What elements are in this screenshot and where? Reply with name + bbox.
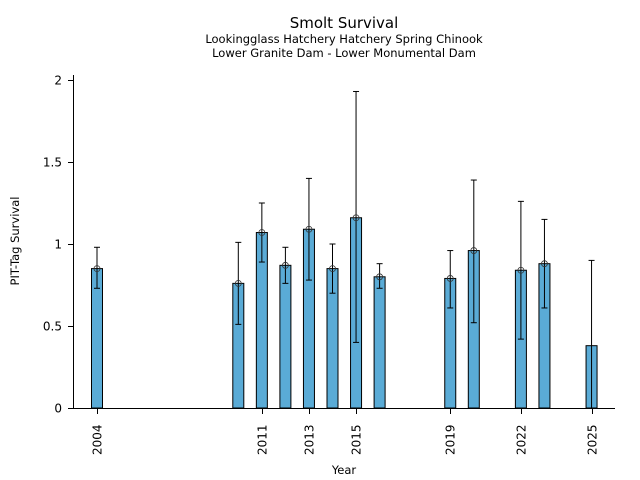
x-tick-label-2011: 2011 bbox=[256, 424, 270, 455]
y-axis-label: PIT-Tag Survival bbox=[8, 197, 22, 286]
y-tick-label-1.5: 1.5 bbox=[43, 156, 62, 170]
point-marker-2019 bbox=[446, 275, 454, 282]
x-tick-label-2013: 2013 bbox=[303, 424, 317, 455]
x-ticks-group: 2004 2011 2013 2015 2019 2022 2025 bbox=[91, 408, 600, 455]
error-bars-group bbox=[93, 90, 595, 408]
point-marker-2012 bbox=[281, 261, 289, 269]
point-marker-2010 bbox=[234, 279, 242, 287]
y-tick-label-0: 0 bbox=[54, 402, 62, 416]
x-tick-label-2025: 2025 bbox=[586, 424, 600, 455]
y-tick-label-1: 1 bbox=[54, 238, 62, 252]
point-marker-2023 bbox=[541, 260, 548, 268]
point-marker-2013 bbox=[305, 225, 313, 233]
x-axis-label: Year bbox=[331, 463, 357, 477]
point-marker-2004 bbox=[93, 265, 101, 273]
x-tick-label-2022: 2022 bbox=[515, 424, 529, 455]
bar-2012 bbox=[279, 264, 292, 409]
chart-subtitle-line-1: Lookingglass Hatchery Hatchery Spring Ch… bbox=[205, 32, 483, 46]
x-tick-label-2015: 2015 bbox=[350, 424, 364, 455]
chart-title: Smolt Survival bbox=[290, 14, 399, 32]
y-tick-label-0.5: 0.5 bbox=[43, 320, 62, 334]
x-tick-label-2004: 2004 bbox=[91, 424, 105, 455]
bar-2004 bbox=[91, 268, 103, 409]
point-marker-2011 bbox=[258, 229, 266, 236]
bar-2016 bbox=[373, 276, 386, 409]
point-marker-2016 bbox=[376, 273, 384, 281]
x-tick-label-2019: 2019 bbox=[444, 424, 458, 455]
point-marker-2014 bbox=[329, 265, 336, 273]
point-marker-2015 bbox=[352, 214, 360, 222]
point-marker-2022 bbox=[517, 266, 525, 274]
y-ticks-group: 0 0.5 1 1.5 2 bbox=[43, 74, 74, 416]
point-marker-2020 bbox=[470, 247, 478, 254]
chart-subtitle-line-2: Lower Granite Dam - Lower Monumental Dam bbox=[212, 46, 476, 60]
axes-group bbox=[73, 75, 615, 409]
y-tick-label-2: 2 bbox=[54, 74, 62, 88]
